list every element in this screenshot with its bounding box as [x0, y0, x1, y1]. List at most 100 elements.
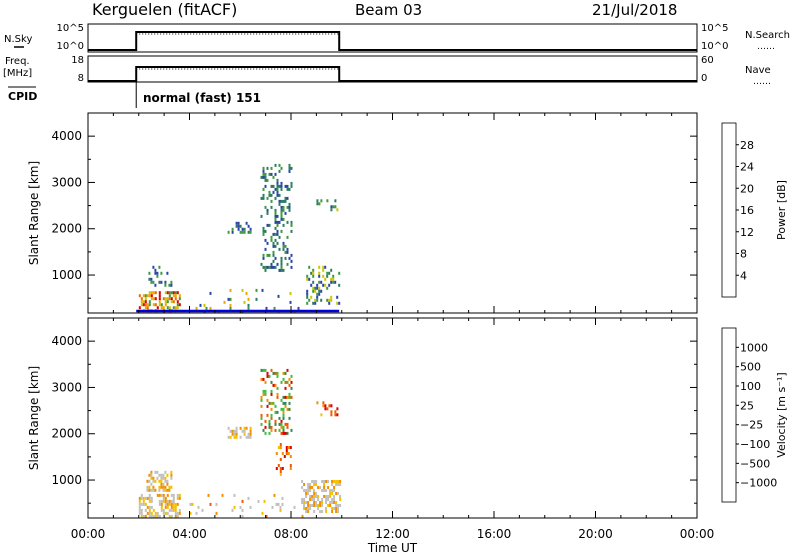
- freq-trace: [88, 66, 697, 82]
- power-echo-cell: [266, 253, 269, 257]
- velocity-echo-cell: [307, 492, 310, 495]
- velocity-echo-cell: [323, 480, 326, 483]
- velocity-echo-cell: [331, 489, 334, 492]
- velocity-echo-cell: [284, 380, 287, 384]
- velocity-echo-cell: [162, 508, 165, 512]
- velocity-echo-cell: [164, 505, 167, 509]
- velocity-echo-cell: [284, 401, 287, 405]
- power-echo-cell: [320, 280, 323, 284]
- power-echo-cell: [280, 184, 283, 188]
- velocity-echo-cell: [168, 499, 171, 503]
- power-echo-cell: [336, 295, 339, 299]
- power-echo-cell: [144, 303, 147, 307]
- power-echo-cell: [205, 306, 208, 310]
- power-echo-cell: [306, 289, 309, 293]
- velocity-echo-cell: [290, 428, 293, 432]
- velocity-echo-cell: [323, 489, 326, 492]
- power-echo-cell: [209, 291, 212, 295]
- power-echo-cell: [272, 265, 275, 269]
- velocity-echo-cell: [321, 489, 324, 492]
- velocity-echo-cell: [280, 422, 283, 426]
- power-echo-cell: [314, 289, 317, 293]
- velocity-echo-cell: [278, 416, 281, 420]
- power-echo-cell: [264, 268, 267, 272]
- velocity-echo-cell: [301, 480, 304, 483]
- velocity-echo-cell: [322, 401, 325, 405]
- velocity-echo-cell: [334, 413, 337, 417]
- velocity-echo-cell: [158, 499, 161, 503]
- velocity-echo-cell: [174, 502, 177, 506]
- velocity-echo-cell: [335, 510, 338, 513]
- power-echo-cell: [146, 306, 149, 310]
- velocity-echo-cell: [270, 407, 273, 411]
- power-echo-cell: [290, 223, 293, 227]
- velocity-echo-cell: [148, 505, 151, 509]
- velocity-echo-cell: [158, 488, 161, 492]
- power-echo-cell: [274, 163, 277, 167]
- velocity-echo-cell: [289, 446, 292, 449]
- power-echo-cell: [324, 277, 327, 281]
- velocity-echo-cell: [142, 502, 145, 506]
- velocity-echo-cell: [142, 499, 145, 503]
- velocity-echo-cell: [249, 435, 252, 439]
- power-panel-frame: [87, 112, 698, 314]
- velocity-echo-cell: [337, 492, 340, 495]
- power-echo-cell: [262, 226, 265, 230]
- power-echo-cell: [328, 301, 331, 305]
- power-echo-cell: [172, 300, 175, 304]
- velocity-echo-group: [138, 368, 342, 518]
- power-echo-cell: [247, 230, 250, 234]
- velocity-echo-cell: [279, 508, 282, 512]
- velocity-echo-cell: [215, 511, 218, 515]
- velocity-echo-cell: [282, 416, 285, 420]
- velocity-echo-cell: [309, 498, 312, 501]
- power-echo-cell: [312, 268, 315, 272]
- power-echo-cell: [330, 208, 333, 212]
- velocity-echo-cell: [154, 511, 157, 515]
- velocity-echo-cell: [325, 489, 328, 492]
- velocity-y-tick-label: 3000: [51, 380, 82, 394]
- power-echo-cell: [264, 184, 267, 188]
- velocity-echo-cell: [235, 432, 238, 436]
- power-echo-cell: [326, 286, 329, 290]
- power-echo-cell: [270, 172, 273, 176]
- velocity-echo-cell: [160, 476, 163, 480]
- power-echo-cell: [247, 303, 250, 307]
- x-tick-label: 08:00: [274, 527, 309, 541]
- velocity-echo-cell: [158, 479, 161, 483]
- velocity-echo-cell: [313, 489, 316, 492]
- velocity-echo-cell: [263, 499, 266, 503]
- power-colorbar-tick-label: 12: [740, 226, 754, 239]
- x-tick-label: 00:00: [680, 527, 715, 541]
- velocity-echo-cell: [158, 502, 161, 506]
- nsky-left-tick: 10^5: [57, 23, 84, 34]
- velocity-echo-cell: [331, 510, 334, 513]
- power-echo-cell: [328, 283, 331, 287]
- power-echo-cell: [229, 306, 232, 310]
- velocity-echo-cell: [313, 504, 316, 507]
- velocity-echo-cell: [138, 508, 141, 512]
- velocity-echo-cell: [148, 514, 151, 518]
- power-echo-cell: [306, 301, 309, 305]
- velocity-echo-cell: [284, 422, 287, 426]
- power-echo-cell: [158, 280, 161, 284]
- velocity-echo-cell: [245, 435, 248, 439]
- velocity-echo-cell: [313, 483, 316, 486]
- velocity-echo-cell: [235, 435, 238, 439]
- velocity-echo-cell: [313, 495, 316, 498]
- power-echo-cell: [278, 193, 281, 197]
- velocity-echo-cell: [284, 386, 287, 390]
- velocity-echo-cell: [335, 483, 338, 486]
- power-echo-cell: [312, 274, 315, 278]
- power-echo-cell: [282, 241, 285, 245]
- velocity-echo-cell: [162, 488, 165, 492]
- velocity-echo-cell: [166, 473, 169, 477]
- velocity-echo-cell: [282, 401, 285, 405]
- power-echo-cell: [312, 286, 315, 290]
- velocity-echo-cell: [337, 507, 340, 510]
- velocity-echo-cell: [164, 511, 167, 515]
- velocity-echo-cell: [329, 489, 332, 492]
- power-echo-cell: [280, 208, 283, 212]
- velocity-echo-cell: [335, 501, 338, 504]
